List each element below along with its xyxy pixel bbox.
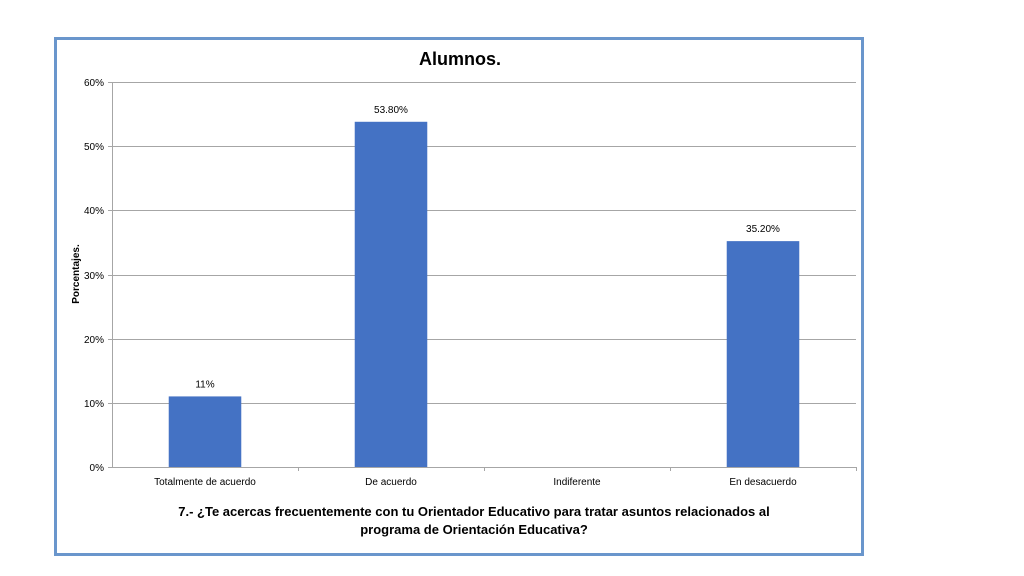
y-tick-label: 50% bbox=[84, 142, 104, 153]
y-axis-title: Porcentajes. bbox=[71, 244, 82, 304]
y-tick-label: 20% bbox=[84, 335, 104, 346]
y-tick-label: 0% bbox=[90, 463, 105, 474]
y-tick-label: 40% bbox=[84, 206, 104, 217]
x-tick-label: Totalmente de acuerdo bbox=[154, 477, 256, 488]
y-tick-label: 60% bbox=[84, 78, 104, 89]
bar bbox=[726, 241, 800, 467]
question-caption: 7.- ¿Te acercas frecuentemente con tu Or… bbox=[54, 503, 894, 539]
x-axis-ticks: Totalmente de acuerdo De acuerdo Indiferen… bbox=[154, 467, 857, 488]
data-label: 11% bbox=[195, 379, 214, 390]
data-label: 35.20% bbox=[746, 224, 780, 235]
bar bbox=[354, 121, 428, 468]
y-tick-label: 10% bbox=[84, 399, 104, 410]
bars bbox=[168, 121, 800, 468]
y-tick-label: 30% bbox=[84, 271, 104, 282]
data-label: 53.80% bbox=[374, 105, 408, 116]
data-labels: 11% 53.80% 35.20% bbox=[195, 105, 780, 391]
x-tick-label: De acuerdo bbox=[365, 477, 417, 488]
bar bbox=[168, 396, 242, 467]
x-tick-label: Indiferente bbox=[553, 477, 601, 488]
question-line-2: programa de Orientación Educativa? bbox=[360, 522, 588, 537]
y-axis-ticks: 0% 10% 20% 30% 40% 50% 60% bbox=[84, 78, 112, 474]
x-tick-label: En desacuerdo bbox=[729, 477, 797, 488]
question-line-1: 7.- ¿Te acercas frecuentemente con tu Or… bbox=[178, 504, 770, 519]
chart-title: Alumnos. bbox=[419, 49, 501, 69]
